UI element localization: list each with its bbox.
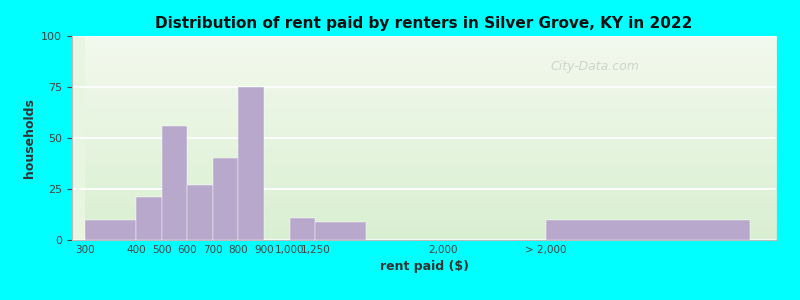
Bar	[238, 87, 264, 240]
Bar	[162, 126, 187, 240]
Bar	[213, 158, 238, 240]
Bar	[315, 222, 366, 240]
Bar	[546, 220, 750, 240]
Y-axis label: households: households	[22, 98, 36, 178]
Bar	[187, 185, 213, 240]
Bar	[290, 218, 315, 240]
Title: Distribution of rent paid by renters in Silver Grove, KY in 2022: Distribution of rent paid by renters in …	[155, 16, 693, 31]
X-axis label: rent paid ($): rent paid ($)	[379, 260, 469, 273]
Bar	[85, 220, 136, 240]
Text: City-Data.com: City-Data.com	[550, 61, 639, 74]
Bar	[136, 197, 162, 240]
